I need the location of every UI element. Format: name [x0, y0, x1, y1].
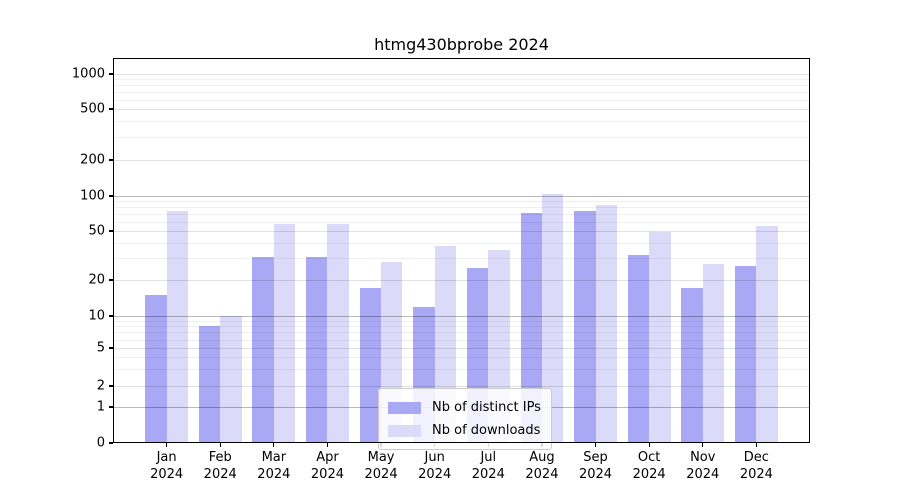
- x-tick-label-jun: Jun 2024: [418, 450, 452, 482]
- y-tick-mark-1000: [109, 73, 113, 75]
- minor-gridline-700: [113, 92, 810, 94]
- y-tick-label-50: 50: [88, 223, 105, 239]
- x-tick-label-jan: Jan 2024: [150, 450, 184, 482]
- x-tick-mark-feb: [219, 443, 221, 447]
- y-tick-mark-500: [109, 108, 113, 110]
- x-tick-mark-apr: [326, 443, 329, 447]
- y-tick-label-5: 5: [96, 340, 105, 356]
- y-tick-label-200: 200: [80, 152, 105, 168]
- minor-gridline-300: [113, 137, 810, 139]
- bar-downloads-feb: [220, 315, 242, 443]
- y-tick-label-10: 10: [88, 308, 105, 324]
- x-tick-label-jul: Jul 2024: [471, 450, 505, 482]
- bar-distinct-ips-sep: [574, 210, 596, 443]
- x-tick-mark-mar: [273, 443, 275, 447]
- legend-swatch-downloads: [388, 424, 421, 437]
- x-tick-label-feb: Feb 2024: [203, 450, 237, 482]
- y-tick-label-20: 20: [88, 272, 105, 288]
- y-tick-label-1: 1: [96, 399, 105, 415]
- x-tick-mark-oct: [648, 443, 650, 447]
- bar-distinct-ips-apr: [306, 256, 328, 443]
- minor-gridline-40: [113, 242, 810, 244]
- minor-gridline-80: [113, 207, 810, 209]
- y-tick-mark-1: [109, 406, 113, 408]
- minor-gridline-90: [113, 201, 810, 203]
- y-tick-mark-200: [109, 159, 113, 161]
- bar-distinct-ips-mar: [252, 256, 274, 443]
- minor-gridline-70: [113, 214, 810, 215]
- bar-distinct-ips-aug: [520, 212, 542, 443]
- x-tick-label-aug: Aug 2024: [525, 450, 559, 482]
- y-tick-label-2: 2: [96, 378, 105, 394]
- x-tick-mark-jan: [166, 443, 168, 447]
- y-tick-mark-5: [109, 347, 113, 349]
- bar-distinct-ips-oct: [627, 254, 650, 443]
- minor-gridline-30: [113, 258, 810, 260]
- x-tick-mark-sep: [594, 443, 597, 447]
- bar-downloads-sep: [595, 204, 617, 443]
- bar-downloads-apr: [327, 223, 349, 443]
- minor-gridline-400: [113, 121, 810, 123]
- bar-downloads-mar: [273, 224, 296, 443]
- y-tick-mark-50: [109, 230, 113, 232]
- minor-gridline-800: [113, 85, 810, 87]
- x-tick-mark-dec: [755, 443, 757, 447]
- gridline-1000: [113, 74, 810, 76]
- legend-item-downloads: Nb of downloads: [388, 419, 541, 442]
- bar-distinct-ips-nov: [681, 288, 703, 443]
- y-tick-label-0: 0: [96, 435, 105, 451]
- legend: Nb of distinct IPs Nb of downloads: [378, 388, 552, 450]
- bar-downloads-jan: [166, 210, 188, 443]
- x-tick-label-apr: Apr 2024: [310, 450, 344, 482]
- bar-distinct-ips-may: [359, 288, 382, 443]
- y-tick-label-1000: 1000: [71, 66, 105, 82]
- x-tick-mark-nov: [702, 443, 704, 447]
- gridline-100: [113, 195, 810, 197]
- x-tick-label-nov: Nov 2024: [686, 450, 720, 482]
- gridline-200: [113, 159, 810, 161]
- legend-label-distinct-ips: Nb of distinct IPs: [432, 400, 541, 415]
- y-tick-label-100: 100: [80, 188, 105, 204]
- minor-gridline-900: [113, 79, 810, 81]
- gridline-500: [113, 109, 810, 110]
- x-tick-label-dec: Dec 2024: [739, 450, 773, 482]
- x-tick-label-oct: Oct 2024: [632, 450, 666, 482]
- y-tick-mark-100: [109, 195, 113, 197]
- bar-downloads-dec: [756, 226, 778, 443]
- legend-item-distinct-ips: Nb of distinct IPs: [388, 396, 541, 419]
- y-tick-mark-0: [109, 442, 113, 444]
- bar-downloads-nov: [702, 263, 725, 443]
- y-tick-mark-10: [109, 315, 113, 317]
- gridline-50: [113, 231, 810, 233]
- y-tick-mark-20: [109, 279, 113, 281]
- minor-gridline-60: [113, 221, 810, 223]
- bar-downloads-oct: [649, 232, 671, 443]
- y-tick-mark-2: [109, 385, 113, 387]
- y-tick-label-500: 500: [80, 101, 105, 117]
- x-tick-label-sep: Sep 2024: [578, 450, 613, 482]
- x-tick-label-may: May 2024: [364, 450, 398, 482]
- x-tick-label-mar: Mar 2024: [257, 450, 291, 482]
- minor-gridline-600: [113, 99, 810, 101]
- bar-distinct-ips-jan: [145, 294, 167, 443]
- legend-label-downloads: Nb of downloads: [432, 423, 541, 438]
- chart-title: htmg430bprobe 2024: [374, 35, 549, 54]
- plot-area: Nb of distinct IPs Nb of downloads: [113, 58, 810, 450]
- bar-distinct-ips-dec: [734, 265, 757, 443]
- bar-distinct-ips-feb: [198, 326, 221, 443]
- bar-downloads-aug: [541, 193, 564, 443]
- legend-swatch-distinct-ips: [388, 401, 421, 414]
